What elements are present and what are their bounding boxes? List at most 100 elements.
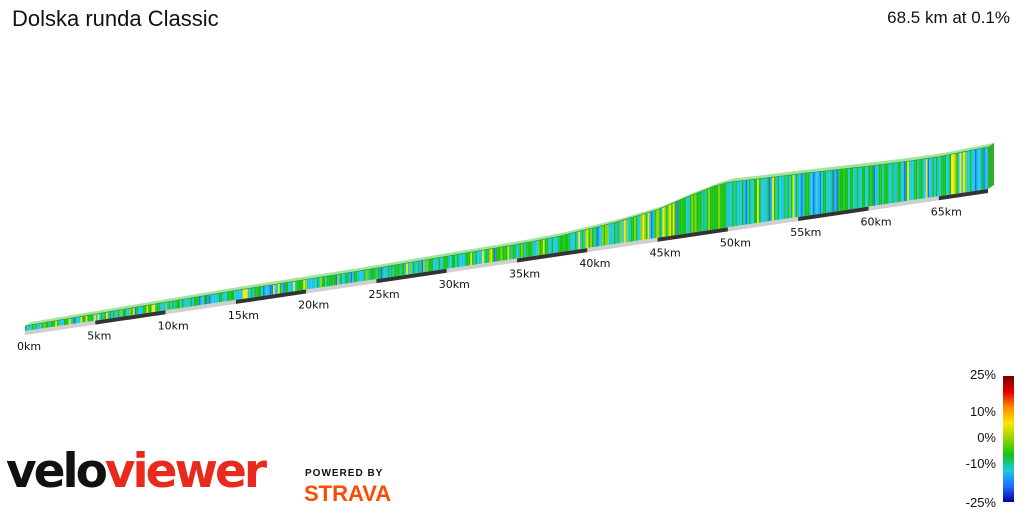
profile-segment: [907, 161, 909, 201]
profile-segment: [655, 209, 658, 238]
profile-segment: [868, 165, 871, 207]
profile-segment: [487, 249, 489, 263]
profile-segment: [25, 325, 27, 331]
profile-segment: [792, 174, 795, 218]
profile-segment: [234, 290, 236, 301]
profile-end-cap: [988, 143, 994, 189]
profile-segment: [782, 175, 785, 220]
profile-segment: [770, 177, 773, 222]
profile-segment: [424, 259, 427, 273]
profile-segment: [514, 244, 516, 259]
profile-segment: [951, 153, 953, 195]
profile-segment: [522, 243, 525, 258]
profile-segment: [493, 248, 496, 262]
distance-axis-band: [376, 268, 447, 284]
route-title: Dolska runda Classic: [12, 6, 219, 31]
profile-segment: [595, 226, 597, 247]
profile-segment: [165, 302, 167, 311]
profile-segment: [612, 222, 614, 245]
profile-segment: [478, 250, 481, 265]
profile-segment: [99, 313, 101, 321]
profile-segment: [853, 167, 856, 209]
profile-segment: [795, 174, 798, 218]
profile-segment: [168, 301, 171, 310]
profile-segment: [642, 213, 645, 240]
profile-segment: [473, 251, 476, 265]
profile-segment: [158, 303, 160, 312]
profile-segment: [600, 225, 602, 247]
profile-segment: [644, 213, 646, 240]
profile-segment: [183, 298, 186, 308]
profile-segment: [667, 204, 670, 237]
profile-segment: [311, 278, 314, 289]
profile-segment: [873, 165, 876, 206]
profile-segment: [193, 297, 196, 307]
profile-segment: [709, 187, 712, 231]
profile-segment: [787, 175, 790, 219]
profile-segment: [235, 290, 238, 300]
profile-segment: [860, 166, 862, 208]
profile-segment: [520, 243, 523, 258]
profile-segment: [500, 246, 503, 261]
profile-segment: [320, 276, 322, 288]
profile-segment: [367, 269, 370, 281]
profile-segment: [291, 281, 294, 292]
profile-segment: [232, 290, 235, 301]
profile-segment: [343, 273, 346, 284]
distance-tick-label: 60km: [861, 216, 892, 229]
profile-segment: [458, 254, 461, 268]
profile-segment: [51, 321, 54, 328]
profile-segment: [480, 250, 483, 264]
profile-segment: [763, 178, 766, 223]
profile-segment: [325, 276, 327, 287]
veloviewer-logo[interactable]: veloviewer: [6, 448, 267, 495]
profile-segment: [92, 314, 95, 322]
profile-segment: [200, 296, 203, 306]
profile-segment: [298, 280, 300, 291]
gradient-scale-label: 10%: [970, 404, 996, 419]
profile-segment: [333, 274, 336, 286]
profile-segment: [65, 318, 68, 326]
profile-segment: [283, 282, 285, 293]
profile-segment: [426, 259, 429, 272]
profile-segment: [352, 271, 354, 283]
profile-segment: [299, 280, 302, 291]
profile-segment: [817, 171, 820, 215]
profile-segment: [527, 242, 530, 257]
profile-segment: [208, 294, 211, 304]
profile-segment: [186, 298, 189, 308]
profile-segment: [461, 253, 464, 267]
profile-segment: [470, 252, 473, 266]
distance-tick-label: 10km: [158, 319, 189, 332]
profile-segment: [112, 310, 115, 319]
profile-segment: [453, 254, 456, 268]
strava-logo[interactable]: STRAVA: [304, 481, 392, 506]
profile-segment: [632, 216, 635, 242]
profile-segment: [70, 318, 73, 325]
profile-segment: [546, 238, 548, 255]
profile-segment: [166, 301, 169, 311]
profile-segment: [583, 229, 586, 249]
profile-segment: [105, 312, 108, 320]
profile-segment: [617, 221, 619, 244]
profile-segment: [156, 303, 159, 312]
profile-segment: [504, 246, 506, 261]
profile-segment: [154, 303, 157, 312]
profile-segment: [780, 175, 783, 220]
profile-segment: [895, 162, 898, 203]
profile-segment: [821, 171, 823, 214]
profile-segment: [804, 173, 807, 217]
profile-segment: [409, 262, 412, 275]
profile-segment: [576, 231, 579, 250]
profile-segment: [541, 239, 543, 255]
profile-segment: [757, 178, 759, 224]
profile-segment: [122, 309, 125, 317]
profile-segment: [618, 220, 621, 244]
profile-segment: [752, 179, 754, 224]
profile-segment: [568, 233, 570, 251]
profile-segment: [721, 183, 724, 229]
profile-segment: [748, 179, 751, 225]
profile-segment: [288, 282, 290, 293]
profile-segment: [816, 171, 818, 215]
profile-segment: [736, 181, 739, 227]
